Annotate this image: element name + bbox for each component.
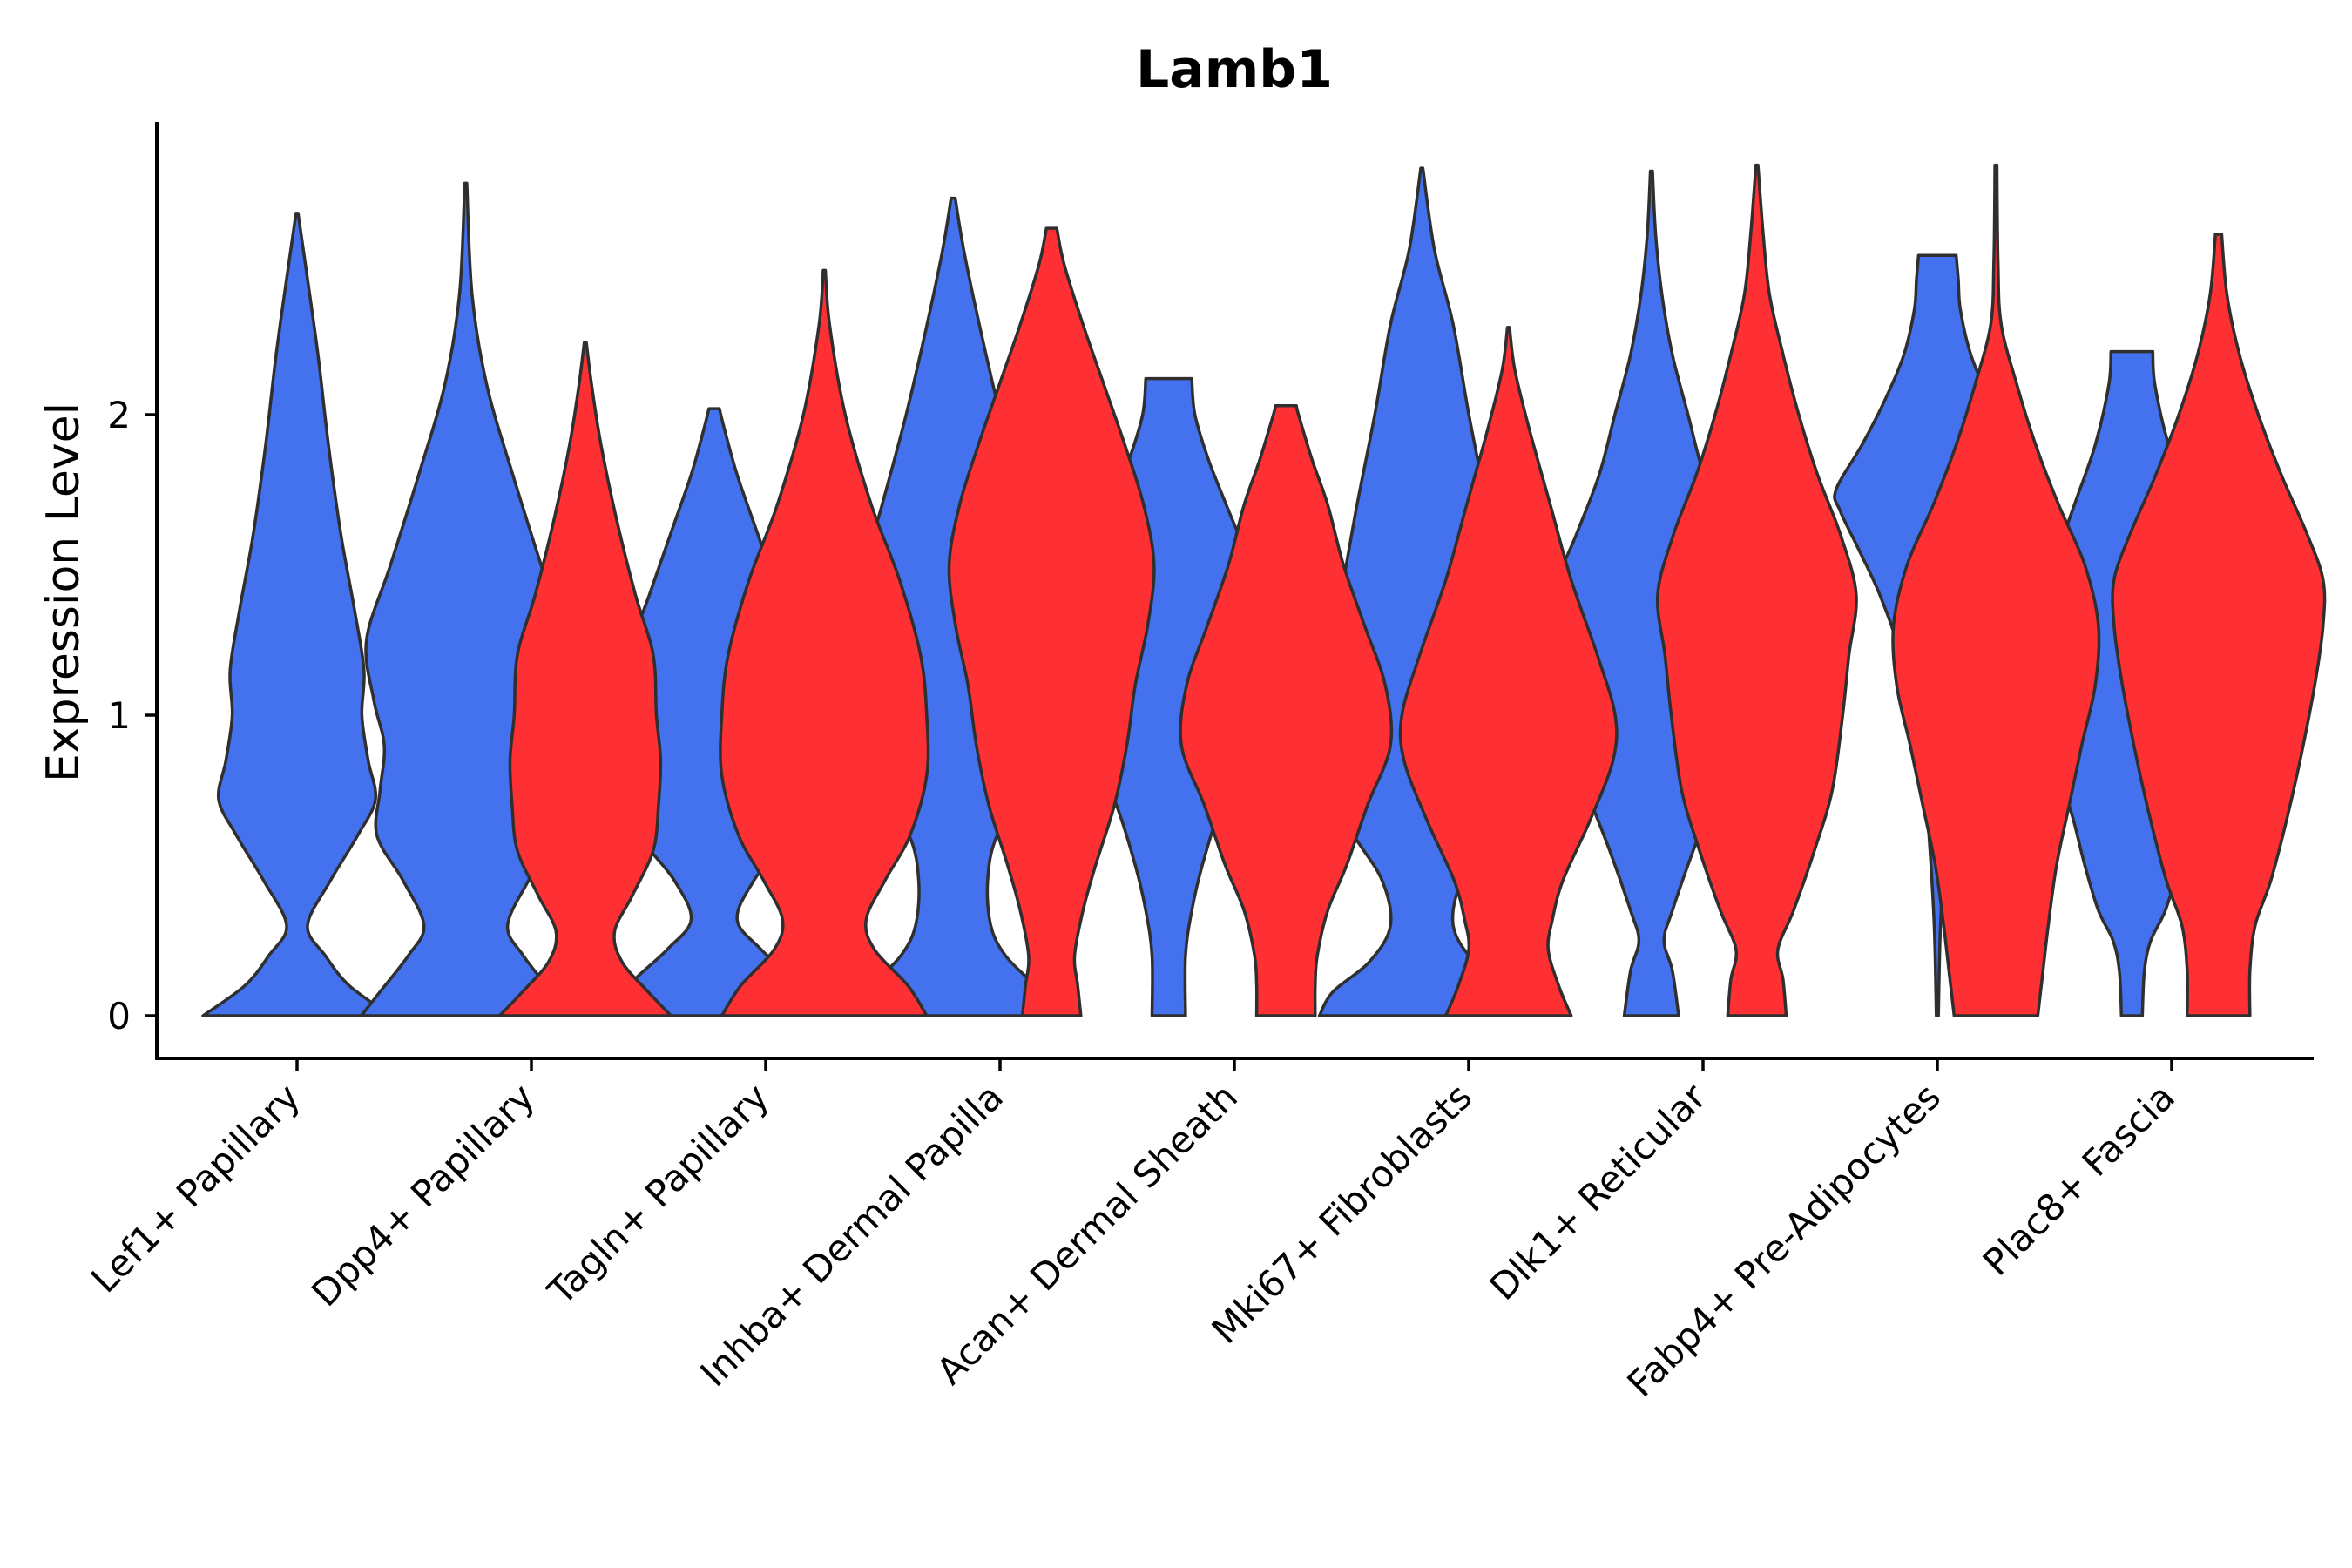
y-tick-label-0: 0 (107, 995, 131, 1037)
chart-title: Lamb1 (1136, 39, 1333, 100)
x-tick-label-lef1-papillary: Lef1+ Papillary (83, 1075, 308, 1301)
violin-dpp4-papillary-series-2 (497, 341, 673, 1017)
x-tick-label-dpp4-papillary: Dpp4+ Papillary (303, 1075, 543, 1315)
violin-layer (201, 163, 2327, 1017)
x-tick-label-plac8-fascia: Plac8+ Fascia (1975, 1075, 2183, 1283)
violin-fabp4-pre-adipocytes-series-2 (1891, 163, 2101, 1017)
x-tick-label-dlk1-reticular: Dlk1+ Reticular (1482, 1075, 1715, 1308)
violin-inhba-dermal-papilla-series-2 (947, 226, 1156, 1017)
violin-plac8-fascia-series-2 (2111, 233, 2327, 1017)
violin-mki67-fibroblasts-series-2 (1398, 326, 1619, 1017)
x-tick-label-mki67-fibroblasts: Mki67+ Fibroblasts (1204, 1075, 1480, 1351)
y-tick-label-1: 1 (107, 694, 131, 737)
violin-acan-dermal-sheath-series-2 (1179, 403, 1394, 1017)
violin-lef1-papillary-series-1 (201, 212, 393, 1017)
y-tick-layer: 0 1 2 (107, 394, 157, 1037)
violin-tagln-papillary-series-2 (719, 268, 930, 1017)
y-axis-label: Expression Level (37, 402, 90, 782)
x-tick-label-tagln-papillary: Tagln+ Papillary (539, 1075, 777, 1313)
violin-dlk1-reticular-series-2 (1655, 163, 1858, 1017)
y-tick-label-2: 2 (107, 394, 131, 436)
